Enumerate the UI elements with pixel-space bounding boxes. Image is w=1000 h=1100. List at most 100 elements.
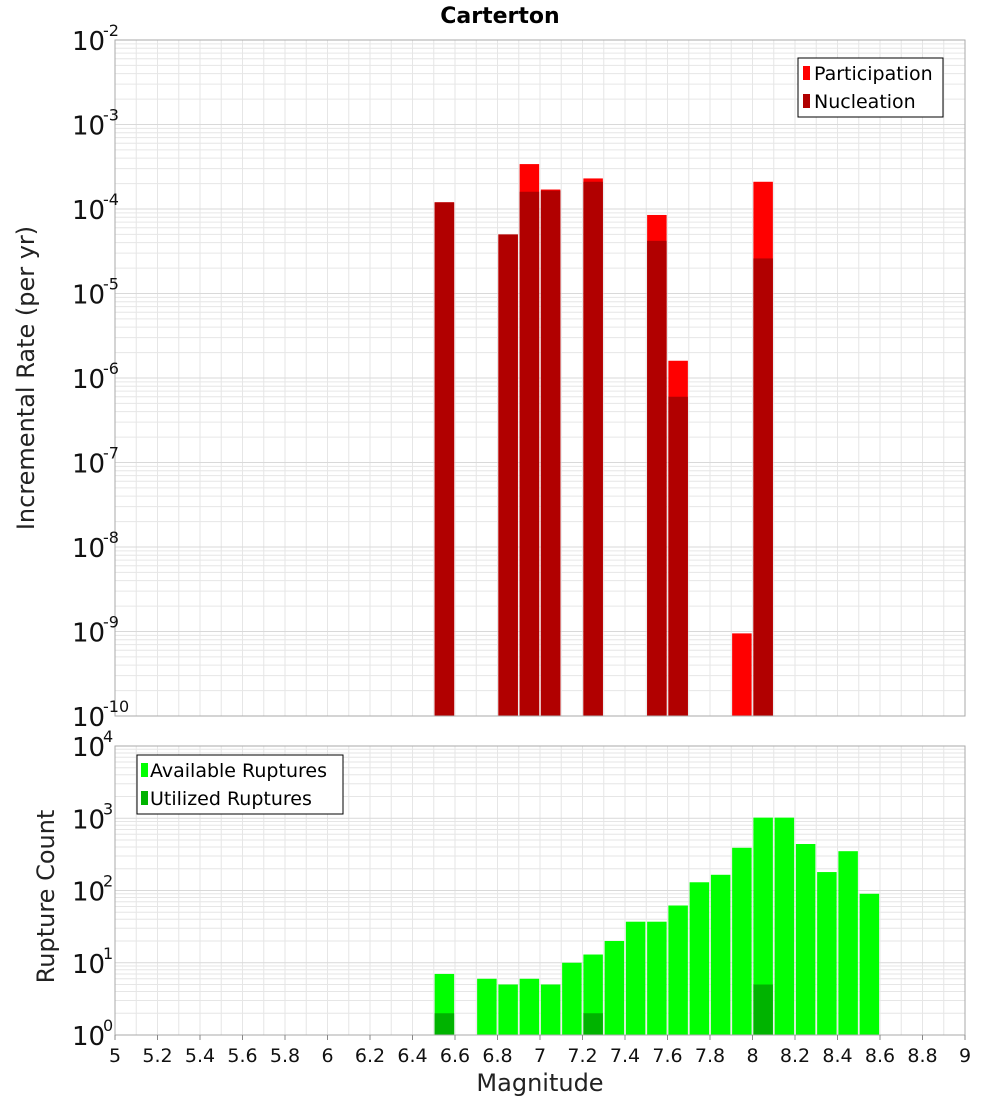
x-tick-label: 5.8 [270, 1045, 300, 1067]
bar-available [710, 874, 731, 1035]
x-tick-label: 6.4 [397, 1045, 427, 1067]
y-tick-exponent: -10 [103, 697, 129, 716]
y-tick-exponent: 4 [103, 727, 113, 746]
bar-available [774, 817, 795, 1035]
bottom-legend: Available Ruptures Utilized Ruptures [136, 754, 344, 815]
top-y-axis-label: Incremental Rate (per yr) [12, 226, 40, 530]
top-plot-frame [114, 39, 966, 717]
x-tick-label: 9 [959, 1045, 971, 1067]
y-tick-label: 10 [72, 27, 105, 57]
bar-available [647, 921, 667, 1035]
y-tick-exponent: -8 [103, 528, 119, 547]
bar-nucleation [583, 181, 603, 717]
y-tick-label: 10 [72, 281, 105, 311]
y-tick-exponent: 1 [103, 944, 113, 963]
legend-swatch-available [141, 763, 148, 777]
y-tick-label: 10 [72, 733, 105, 763]
bottom-y-axis-label: Rupture Count [32, 810, 60, 984]
bar-nucleation [668, 396, 688, 716]
bar-available [562, 962, 582, 1035]
incremental-rate-panel: 10-210-310-410-510-610-710-810-910-10 In… [12, 21, 966, 733]
bar-available [668, 905, 688, 1035]
y-tick-label: 10 [72, 196, 105, 226]
bar-available [689, 882, 710, 1035]
bar-available [838, 851, 858, 1035]
legend-swatch-utilized [141, 791, 148, 805]
x-tick-label: 7.2 [567, 1045, 597, 1067]
bar-nucleation [753, 258, 773, 716]
x-tick-label: 7.6 [652, 1045, 682, 1067]
bottom-bars [434, 817, 880, 1035]
x-tick-label: 5.2 [142, 1045, 172, 1067]
bar-available [795, 844, 816, 1035]
legend-label-utilized: Utilized Ruptures [150, 788, 312, 810]
y-tick-label: 10 [72, 878, 105, 908]
legend-label-nucleation: Nucleation [814, 91, 916, 113]
bar-nucleation [540, 190, 561, 716]
bar-utilized [753, 984, 773, 1035]
x-tick-label: 5.4 [185, 1045, 215, 1067]
x-tick-label: 6.6 [440, 1045, 470, 1067]
bar-available [817, 872, 837, 1035]
bar-available [625, 921, 646, 1035]
top-grid [114, 40, 966, 717]
bar-nucleation [647, 240, 667, 716]
legend-swatch-participation [803, 66, 810, 80]
y-tick-exponent: -4 [103, 190, 119, 209]
y-tick-label: 10 [72, 534, 105, 564]
legend-label-available: Available Ruptures [150, 760, 327, 782]
bar-available [604, 941, 625, 1035]
x-tick-label: 8.8 [907, 1045, 937, 1067]
x-tick-label: 6.2 [355, 1045, 385, 1067]
top-legend-box [797, 57, 944, 118]
bar-available [859, 893, 880, 1035]
y-tick-exponent: 0 [103, 1016, 113, 1035]
x-tick-label: 7.4 [610, 1045, 640, 1067]
y-tick-label: 10 [72, 365, 105, 395]
bar-available [519, 978, 540, 1035]
legend-swatch-nucleation [803, 94, 810, 108]
x-tick-label: 8.4 [822, 1045, 852, 1067]
bar-nucleation [498, 234, 518, 717]
x-tick-label: 8.2 [780, 1045, 810, 1067]
y-tick-label: 10 [72, 950, 105, 980]
top-bars [434, 164, 773, 717]
x-axis-label: Magnitude [476, 1069, 603, 1097]
top-y-ticks: 10-210-310-410-510-610-710-810-910-10 [72, 21, 129, 733]
bar-participation [732, 633, 752, 716]
y-tick-label: 10 [72, 1022, 105, 1052]
x-tick-label: 7 [534, 1045, 546, 1067]
y-tick-exponent: 2 [103, 872, 113, 891]
x-tick-label: 8.6 [865, 1045, 895, 1067]
top-legend: Participation Nucleation [797, 57, 944, 118]
x-tick-label: 5 [109, 1045, 121, 1067]
y-tick-label: 10 [72, 450, 105, 480]
y-tick-exponent: -3 [103, 106, 119, 125]
x-ticks: 5 5.2 5.4 5.6 5.8 6 6.2 6.4 6.6 6.8 7 7.2 7.4 7.6 7.8 8… [109, 1035, 971, 1067]
bar-utilized [583, 1013, 603, 1035]
y-tick-exponent: -7 [103, 444, 119, 463]
bar-available [477, 978, 497, 1035]
y-tick-label: 10 [72, 112, 105, 142]
x-tick-label: 6.8 [482, 1045, 512, 1067]
chart-title: Carterton [440, 4, 559, 29]
bar-utilized [434, 1013, 455, 1035]
y-tick-label: 10 [72, 805, 105, 835]
bar-nucleation [434, 202, 455, 716]
bar-available [540, 984, 561, 1035]
x-tick-label: 8 [746, 1045, 758, 1067]
x-tick-label: 7.8 [695, 1045, 725, 1067]
y-tick-label: 10 [72, 619, 105, 649]
y-tick-exponent: -9 [103, 613, 119, 632]
y-tick-label: 10 [72, 703, 105, 733]
bar-available [753, 817, 773, 1035]
legend-label-participation: Participation [814, 63, 933, 85]
y-tick-exponent: 3 [103, 799, 113, 818]
bar-nucleation [519, 191, 540, 717]
x-tick-label: 5.6 [227, 1045, 257, 1067]
y-tick-exponent: -5 [103, 275, 119, 294]
x-tick-label: 6 [321, 1045, 333, 1067]
bottom-legend-box [136, 754, 344, 815]
